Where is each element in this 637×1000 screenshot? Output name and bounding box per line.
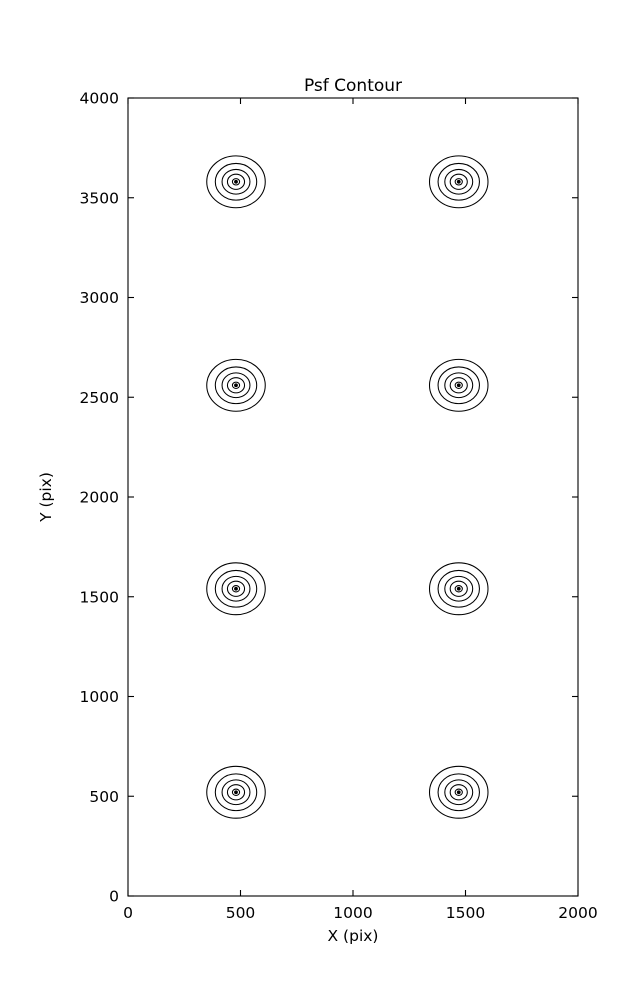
x-tick-label: 1000	[333, 904, 372, 922]
contour-ring	[449, 580, 468, 597]
psf-contour-blob	[206, 562, 266, 616]
contour-ring	[214, 162, 258, 201]
contour-peak	[234, 790, 238, 795]
contour-ring	[444, 168, 474, 195]
contour-ring	[221, 779, 251, 806]
contour-ring	[226, 173, 246, 190]
x-axis-tick-labels: 0 500 1000 1500 2000	[123, 904, 598, 922]
contour-ring	[226, 377, 246, 394]
contour-ring	[437, 773, 480, 812]
contour-ring	[454, 585, 463, 593]
contour-ring	[437, 366, 480, 405]
contour-ring	[206, 765, 266, 819]
contour-peak	[456, 383, 461, 388]
contour-peak	[456, 586, 461, 591]
contour-peak	[234, 179, 238, 184]
contour-ring	[231, 788, 241, 796]
x-tick-label: 500	[226, 904, 256, 922]
contour-ring	[449, 784, 468, 801]
y-tick-label: 4000	[80, 90, 119, 108]
contour-ring	[428, 562, 489, 616]
contour-ring	[449, 173, 468, 190]
contour-ring	[454, 381, 463, 389]
contour-ring	[206, 562, 266, 616]
x-axis-label: X (pix)	[328, 927, 379, 945]
contour-ring	[226, 580, 246, 597]
contour-blobs	[206, 155, 489, 819]
chart-title: Psf Contour	[304, 76, 402, 96]
psf-contour-blob	[428, 358, 489, 412]
contour-peak	[234, 383, 238, 388]
contour-ring	[444, 779, 474, 806]
contour-ring	[231, 178, 241, 186]
contour-ring	[231, 585, 241, 593]
contour-peak	[234, 586, 238, 591]
psf-contour-blob	[206, 155, 266, 209]
y-tick-label: 2000	[80, 489, 119, 507]
contour-ring	[226, 784, 246, 801]
contour-ring	[206, 155, 266, 209]
y-axis-tick-labels: 0 500 1000 1500 2000 2500 3000 3500 4000	[80, 90, 119, 906]
contour-ring	[428, 358, 489, 412]
y-tick-label: 3500	[80, 189, 119, 207]
contour-ring	[428, 765, 489, 819]
y-tick-label: 1500	[80, 588, 119, 606]
contour-ring	[221, 372, 251, 399]
contour-peak	[456, 179, 461, 184]
psf-contour-blob	[206, 358, 266, 412]
contour-ring	[444, 372, 474, 399]
y-axis-ticks	[128, 97, 578, 897]
y-tick-label: 500	[89, 788, 119, 806]
contour-ring	[454, 178, 463, 186]
contour-ring	[428, 155, 489, 209]
y-axis-label: Y (pix)	[37, 472, 55, 523]
x-axis-ticks	[127, 98, 579, 896]
y-tick-label: 3000	[80, 289, 119, 307]
x-tick-label: 0	[123, 904, 133, 922]
contour-ring	[214, 773, 258, 812]
y-tick-label: 2500	[80, 389, 119, 407]
y-tick-label: 0	[109, 888, 119, 906]
contour-ring	[221, 575, 251, 602]
psf-contour-blob	[206, 765, 266, 819]
contour-ring	[449, 377, 468, 394]
contour-ring	[221, 168, 251, 195]
contour-ring	[231, 381, 241, 389]
contour-ring	[214, 366, 258, 405]
contour-ring	[437, 162, 480, 201]
contour-ring	[206, 358, 266, 412]
contour-ring	[454, 788, 463, 796]
contour-ring	[214, 569, 258, 608]
psf-contour-blob	[428, 765, 489, 819]
psf-contour-blob	[428, 155, 489, 209]
y-tick-label: 1000	[80, 688, 119, 706]
contour-ring	[437, 569, 480, 608]
psf-contour-blob	[428, 562, 489, 616]
contour-peak	[456, 790, 461, 795]
contour-ring	[444, 575, 474, 602]
x-tick-label: 1500	[446, 904, 485, 922]
x-tick-label: 2000	[558, 904, 597, 922]
